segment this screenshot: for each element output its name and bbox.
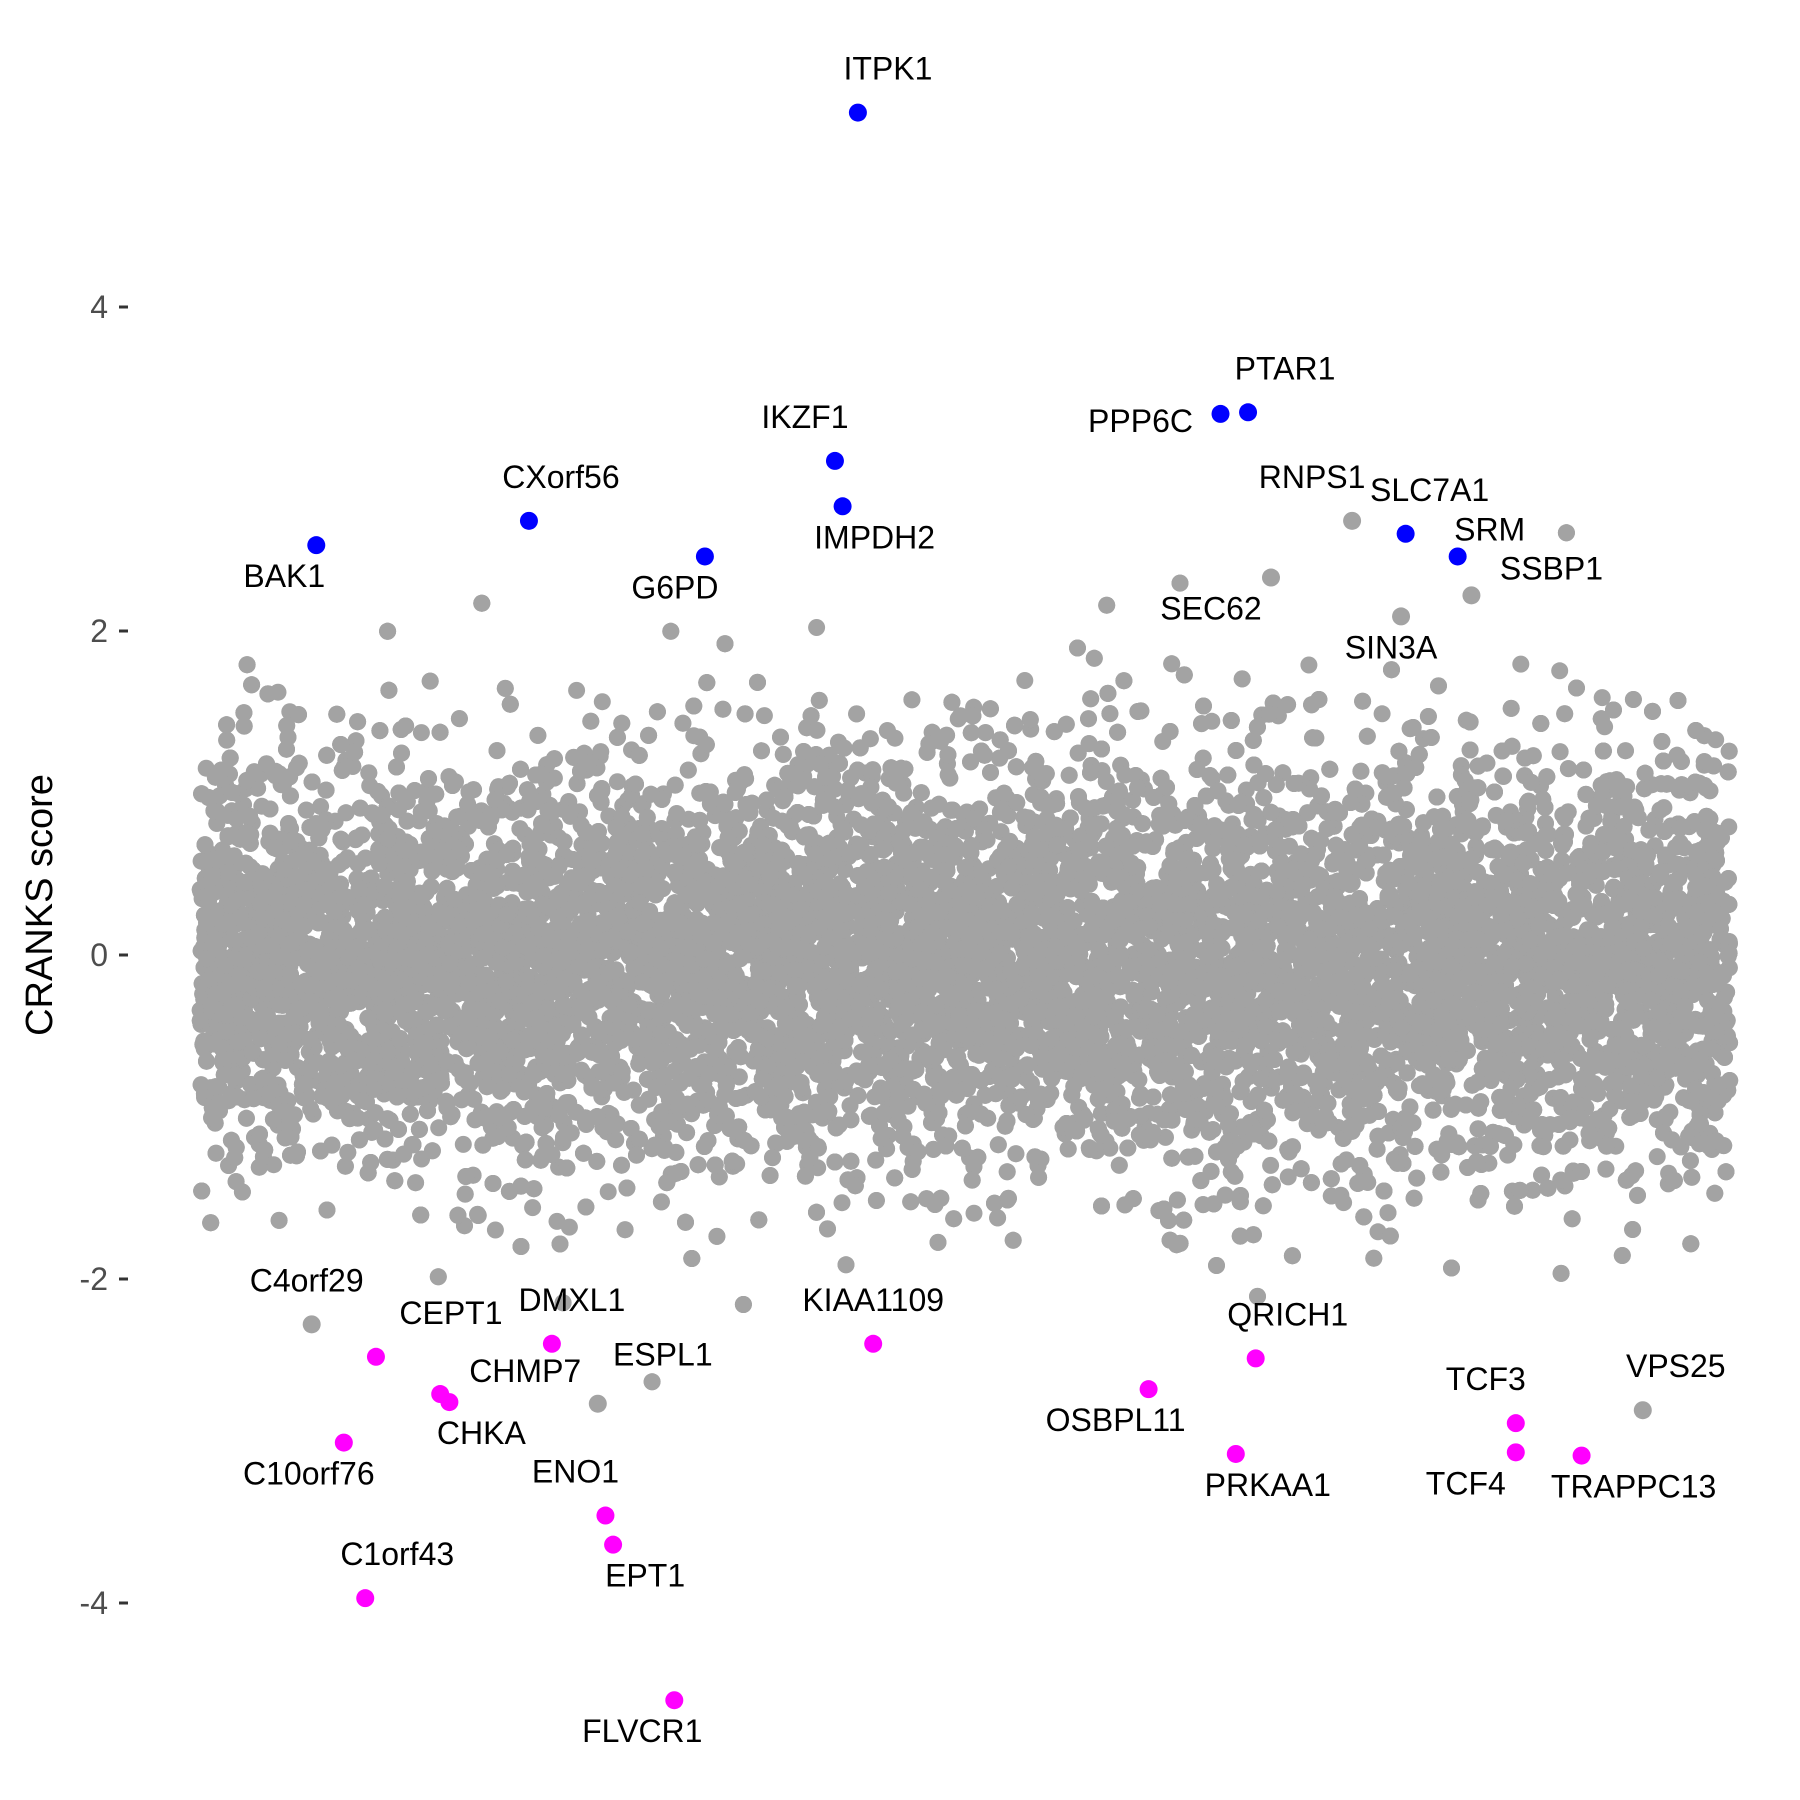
y-tick-label: -4 [80,1585,108,1621]
background-point [486,1221,504,1239]
y-tick-label: -2 [80,1261,108,1297]
y-tick-label: 4 [90,289,108,325]
background-point [412,724,430,742]
background-point [568,681,586,699]
background-point [755,707,773,725]
y-axis: -4 -2 0 2 4 [80,289,128,1621]
background-point [808,619,826,636]
background-point [312,798,330,815]
y-tick-label: 0 [90,937,108,973]
background-point [1373,705,1391,723]
background-point [1593,689,1611,707]
background-point [430,1119,448,1137]
y-axis-title: CRANKS score [19,774,61,1036]
background-point [599,1183,617,1201]
background-point [1512,655,1530,673]
background-point [1300,656,1318,674]
background-point [454,1135,472,1153]
background-point [965,1204,983,1222]
y-tick-label: 2 [90,613,108,649]
background-point [593,693,611,711]
background-point [1262,1156,1280,1174]
background-point [548,1212,566,1230]
background-point [833,1194,851,1212]
background-point [1648,1148,1666,1166]
background-point [1279,1168,1297,1186]
background-point [524,1199,542,1217]
background-point [1551,662,1569,680]
background-point [1016,672,1034,689]
background-points [191,524,1739,1391]
background-point [608,773,626,791]
